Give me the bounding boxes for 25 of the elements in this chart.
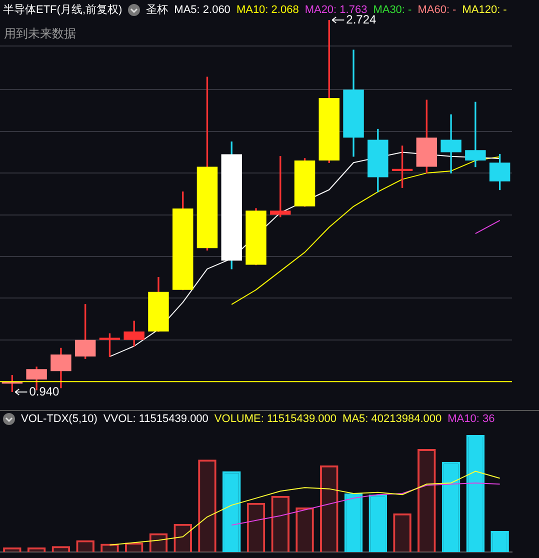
bar (3, 547, 22, 552)
chart-title: 半导体ETF(月线,前复权) (3, 3, 122, 17)
bar (52, 546, 70, 552)
text: VOLUME: 11515439.000 (214, 413, 337, 425)
text: 圣杯 (146, 3, 168, 17)
chart-title: VOL-TDX(5,10) (21, 413, 98, 425)
bar (198, 460, 216, 552)
text: MA5: 2.060 (174, 4, 230, 16)
candlestick (440, 114, 462, 174)
text: MA10: 2.068 (236, 4, 299, 16)
text: MA10: 36 (448, 413, 495, 425)
bar (393, 513, 412, 552)
bar (296, 508, 314, 552)
bar (27, 547, 46, 552)
bar (271, 496, 290, 552)
candlestick (465, 102, 486, 168)
legend-label: MA60: - (418, 4, 456, 16)
bar (418, 449, 436, 552)
annotation: 0.940 (29, 384, 60, 398)
legend-label: MA120: - (462, 4, 507, 16)
bar (320, 465, 338, 552)
text: VVOL: 11515439.000 (103, 413, 208, 425)
annotation: 用到未来数据 (4, 26, 76, 40)
text: MA5: 40213984.000 (342, 413, 442, 425)
bar (246, 502, 266, 552)
